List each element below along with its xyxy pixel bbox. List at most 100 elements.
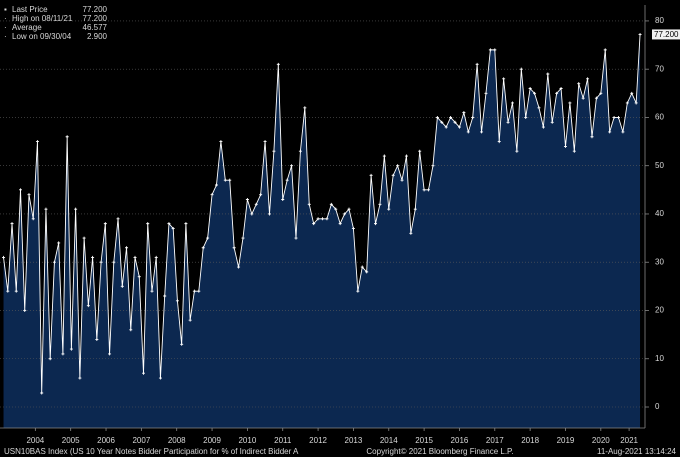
marker [2,255,6,259]
marker [581,96,585,100]
marker [188,318,192,322]
legend-value: 77.200 [83,14,108,23]
y-tick-label: 10 [655,354,664,363]
x-tick-label: 2008 [168,436,186,445]
marker [69,347,73,351]
marker [488,48,492,52]
marker [404,154,408,158]
marker [510,101,514,105]
marker [409,231,413,235]
marker [515,149,519,153]
legend: ▪ Last Price 77.200 · High on 08/11/21 77.200… [4,5,108,41]
marker [276,62,280,66]
marker [312,222,316,226]
x-tick-label: 2016 [451,436,469,445]
marker [223,178,227,182]
marker [35,140,39,144]
last-price-tag [652,29,680,40]
marker [453,120,457,124]
marker [241,236,245,240]
marker [10,222,14,226]
marker [541,125,545,129]
footer-center: Copyright© 2021 Bloomberg Finance L.P. [366,447,513,456]
marker [6,289,10,293]
marker [524,115,528,119]
marker [321,217,324,221]
marker [396,164,400,168]
marker [608,130,612,134]
y-tick-label: 30 [655,257,664,266]
marker [74,207,78,211]
x-tick-label: 2006 [97,436,115,445]
plot-area [0,20,645,428]
marker [449,115,453,119]
legend-value: 46.577 [83,23,108,32]
marker [365,270,369,274]
marker [440,120,444,124]
marker [141,371,145,375]
marker [65,135,69,139]
legend-icon: · [4,14,7,23]
marker [387,207,391,211]
marker [533,91,537,95]
marker [57,241,61,245]
x-tick-label: 2015 [415,436,433,445]
x-tick-label: 2010 [238,436,256,445]
marker [245,197,249,201]
marker [137,275,141,279]
marker [457,125,461,129]
marker [129,328,133,332]
marker [621,130,625,134]
marker [466,130,470,134]
marker [91,255,95,259]
marker [563,144,567,148]
y-tick-label: 60 [655,113,664,122]
marker [550,120,554,124]
marker [351,226,355,230]
legend-icon: · [4,32,7,41]
marker [232,246,236,250]
marker [638,32,642,36]
marker [52,260,56,264]
marker [307,202,311,206]
marker [400,178,404,182]
marker [603,48,607,52]
marker [281,197,285,201]
marker [254,202,258,206]
marker [431,164,435,168]
legend-icon: · [4,23,7,32]
marker [506,120,510,124]
marker [171,226,175,230]
x-tick-label: 2020 [592,436,610,445]
marker [31,217,35,221]
marker [325,217,329,221]
marker [519,67,523,71]
legend-label: Last Price [12,5,48,14]
marker [285,178,289,182]
y-tick-label: 20 [655,306,664,315]
marker [343,212,347,216]
marker [435,115,439,119]
marker [374,222,378,226]
x-tick-label: 2014 [380,436,398,445]
marker [590,135,594,139]
marker [528,86,532,90]
marker [272,149,276,153]
marker [23,308,27,312]
marker [44,207,48,211]
footer-right: 11-Aug-2021 13:14:24 [597,447,677,456]
marker [418,149,422,153]
legend-value: 77.200 [83,5,108,14]
marker [612,115,616,119]
marker [347,207,351,211]
marker [334,207,338,211]
legend-value: 2.900 [87,32,108,41]
marker [18,188,22,192]
marker [103,222,107,226]
marker [120,284,124,288]
marker [559,86,563,90]
x-tick-label: 2005 [62,436,80,445]
marker [630,91,634,95]
marker [316,217,320,221]
x-tick-label: 2021 [620,436,638,445]
